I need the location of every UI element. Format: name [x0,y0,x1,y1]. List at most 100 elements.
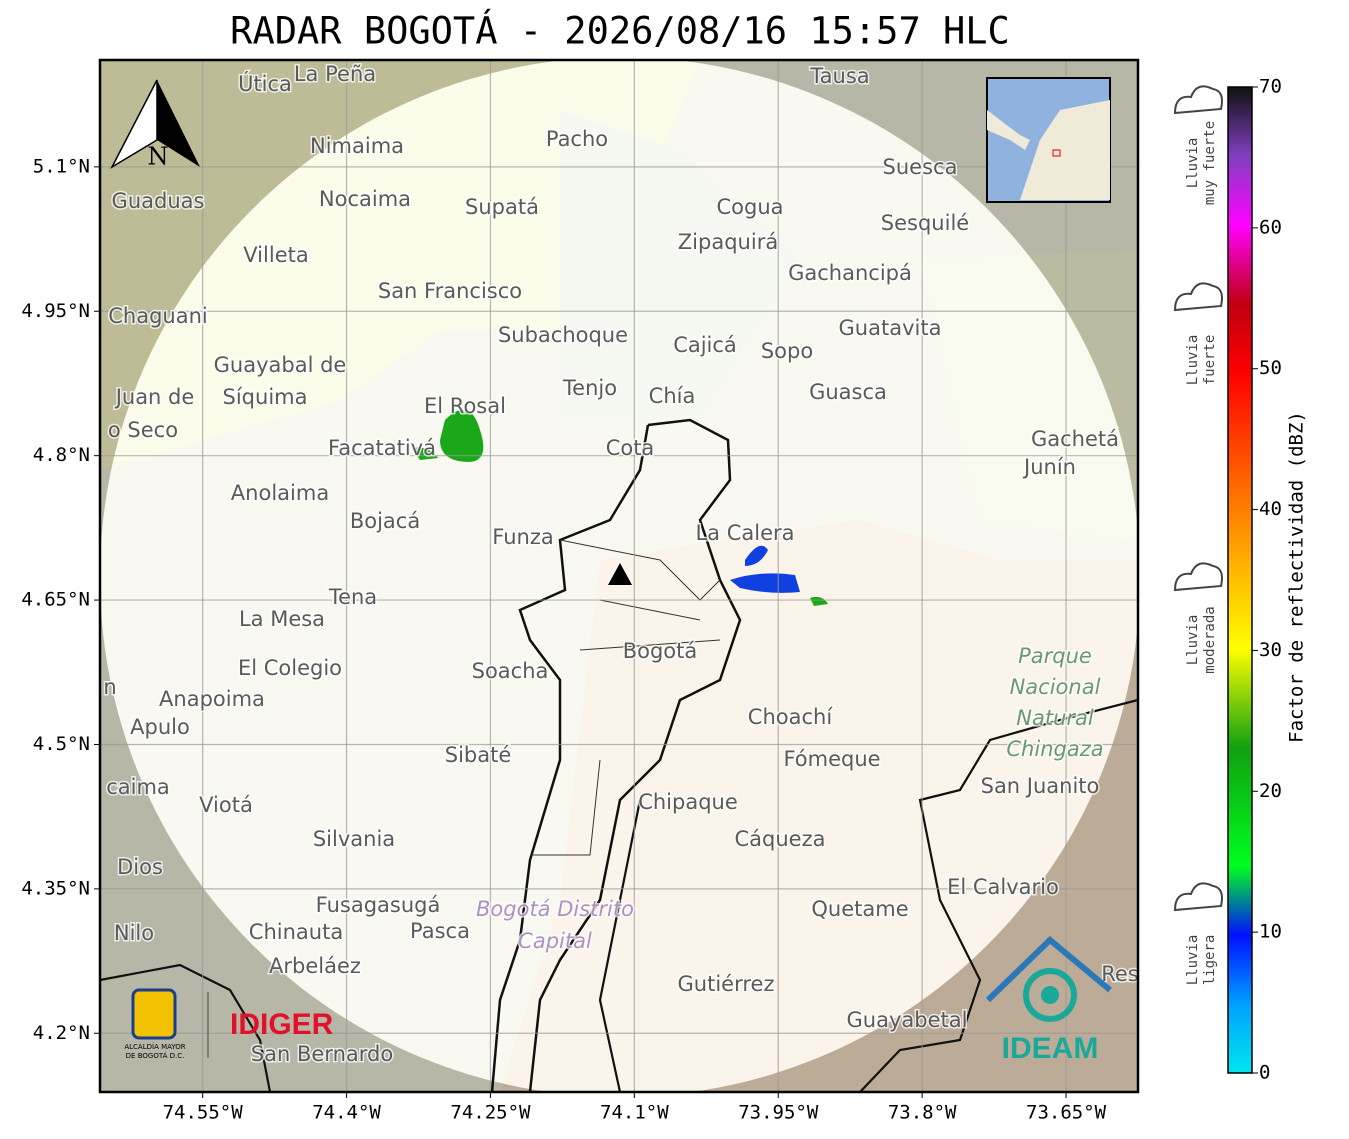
place-label: Nocaima [319,187,411,211]
logo-idiger: IDIGER [230,1008,334,1041]
legend-item: Lluvia moderada [1173,562,1223,674]
north-arrow: N [110,79,200,171]
place-label: Sibaté [445,743,512,767]
place-label: Junín [1022,455,1076,479]
place-label: Cota [606,436,655,460]
colorbar-tick-label: 10 [1259,921,1282,943]
colorbar-tick-label: 40 [1259,498,1282,520]
y-tick-label: 4.65°N [21,589,90,611]
place-label: Subachoque [498,323,628,347]
x-tick-label: 74.25°W [450,1102,531,1124]
place-label: El Calvario [947,875,1059,899]
place-label: Dios [117,855,163,879]
place-label: Soacha [472,659,549,683]
place-labels: Útica La Peña Tausa Pacho Nimaima Guaduas Noca… [102,61,1138,1068]
place-label: Nimaima [310,134,404,158]
place-label: Viotá [199,793,253,817]
place-label: Chinauta [249,920,343,944]
place-label: Cáqueza [735,827,826,851]
place-label: San Francisco [378,279,522,303]
y-tick-label: 4.8°N [33,444,90,466]
y-tick-label: 4.95°N [21,300,90,322]
place-label: Suesca [883,155,958,179]
place-label: Tausa [809,64,869,88]
rain-icon [1173,282,1223,312]
place-label: Sesquilé [881,211,969,235]
y-tick-label: 4.35°N [21,877,90,899]
place-label: Zipaquirá [678,230,778,254]
place-label: Juan de [114,385,195,409]
legend-item: Lluvia fuerte [1173,282,1223,386]
rain-icon [1173,562,1223,592]
colorbar-tick-label: 30 [1259,639,1282,661]
inset-map [986,77,1111,203]
place-label: caima [106,775,170,799]
place-label: Supatá [465,195,539,219]
place-label: Cogua [716,195,783,219]
place-label: Sopo [761,339,813,363]
place-label: Fusagasugá [316,893,441,917]
place-label: Fómeque [783,747,880,771]
x-tick-label: 74.55°W [163,1102,244,1124]
x-tick-label: 73.8°W [888,1102,957,1124]
place-label: Anapoima [159,687,265,711]
place-label: Cajicá [673,333,737,357]
legend-item: Lluvia muy fuerte [1173,85,1223,205]
place-label: Apulo [130,715,190,739]
x-tick-label: 74.1°W [600,1102,669,1124]
place-label: Facatativá [328,436,436,460]
place-label: Arbeláez [269,954,361,978]
rain-icon [1173,85,1223,115]
place-label: La Calera [695,521,794,545]
legend-label: fuerte [1202,335,1218,386]
north-label: N [148,143,169,171]
title: RADAR BOGOTÁ - 2026/08/16 15:57 HLC [230,9,1010,53]
x-tick-label: 73.95°W [738,1102,819,1124]
logo-text: DE BOGOTÁ D.C. [126,1051,185,1060]
colorbar-label: Factor de reflectividad (dBZ) [1286,411,1308,743]
y-tick-label: 4.5°N [33,733,90,755]
place-label: El Rosal [424,394,506,418]
park-label: Parque [1018,644,1092,668]
place-label: Funza [492,525,553,549]
legend-label: muy fuerte [1202,121,1218,205]
place-label: o Seco [108,418,178,442]
legend-label: Lluvia [1185,615,1201,666]
park-label: Nacional [1010,675,1101,699]
legend-label: Lluvia [1185,935,1201,986]
place-label: Anolaima [231,481,329,505]
park-label: Chingaza [1006,737,1103,761]
place-label: Bogotá [623,639,698,663]
place-label: Pacho [546,127,608,151]
place-label: La Peña [294,62,376,86]
logo-ideam: IDEAM [985,935,1112,1065]
legend-label: Lluvia [1185,335,1201,386]
x-tick-label: 74.4°W [312,1102,381,1124]
colorbar-tick-label: 50 [1259,357,1282,379]
legend-label: ligera [1202,935,1218,986]
park-label: Natural [1016,706,1094,730]
colorbar [1227,86,1253,1074]
district-label: Capital [518,929,592,953]
place-label: Chipaque [638,790,738,814]
y-tick-label: 4.2°N [33,1022,90,1044]
place-label: Guatavita [839,316,942,340]
place-label: Gachetá [1031,427,1119,451]
place-label: San Juanito [981,774,1100,798]
place-label: Gutiérrez [678,972,775,996]
place-label: El Colegio [238,656,342,680]
rain-icon [1173,882,1223,912]
place-label: n [103,675,116,699]
place-label: Guayabetal [847,1008,968,1032]
place-label: Tena [328,585,377,609]
place-label: Chaguani [108,304,208,328]
legend-label: Lluvia [1185,138,1201,189]
place-label: Síquima [223,385,308,409]
logo-alcaldia: ALCALDÍA MAYOR DE BOGOTÁ D.C. IDIGER [124,988,334,1060]
map-frame [98,58,1140,1094]
place-label: Útica [238,71,292,96]
y-tick-label: 5.1°N [33,155,90,177]
legend-label: moderada [1202,606,1218,673]
